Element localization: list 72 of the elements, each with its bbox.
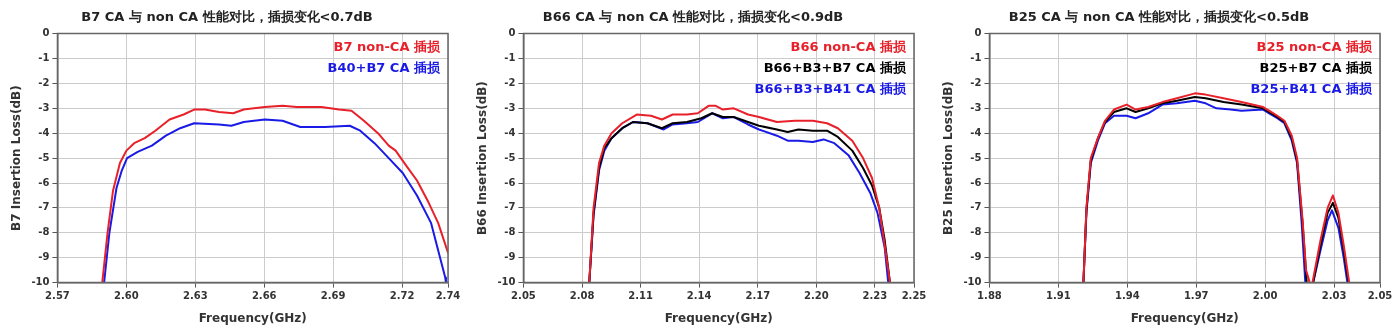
y-tick-label: -2 — [504, 76, 516, 88]
y-tick-label: -9 — [504, 251, 516, 263]
x-tick-label: 2.23 — [862, 290, 888, 302]
y-axis-title: B25 Insertion Loss(dB) — [941, 81, 956, 236]
x-axis-title: Frequency(GHz) — [664, 310, 773, 325]
y-tick-label: -8 — [38, 226, 50, 238]
y-axis-title: B7 Insertion Loss(dB) — [9, 85, 24, 231]
x-tick-label: 2.72 — [389, 290, 415, 302]
text: B25 non-CA 插损 — [1256, 38, 1373, 54]
y-tick-label: -7 — [504, 201, 516, 213]
chart-title: B66 CA 与 non CA 性能对比，插损变化<0.9dB — [542, 9, 844, 25]
y-tick-label: -3 — [504, 101, 516, 113]
y-tick-label: -6 — [38, 176, 50, 188]
x-tick-label: 2.00 — [1252, 290, 1278, 302]
x-axis-title: Frequency(GHz) — [1130, 310, 1239, 325]
y-tick-label: -9 — [38, 251, 50, 263]
y-tick-label: -6 — [504, 176, 516, 188]
text: B7 non-CA 插损 — [333, 38, 441, 54]
y-axis-title: B66 Insertion Loss(dB) — [475, 81, 490, 236]
x-tick-label: 1.88 — [977, 290, 1002, 302]
x-tick-label: 2.25 — [901, 290, 927, 302]
text: B66+B3+B41 CA 插损 — [754, 80, 907, 96]
y-tick-label: -2 — [38, 76, 50, 88]
x-tick-label: 2.20 — [804, 290, 829, 302]
x-tick-label: 2.57 — [45, 290, 70, 302]
y-tick-label: -3 — [38, 101, 50, 113]
y-tick-label: -10 — [31, 276, 50, 288]
x-tick-label: 2.03 — [1321, 290, 1347, 302]
x-tick-label: 2.11 — [628, 290, 653, 302]
x-tick-label: 2.17 — [745, 290, 771, 302]
y-tick-label: -8 — [970, 226, 982, 238]
x-tick-label: 2.66 — [251, 290, 277, 302]
y-tick-label: -4 — [38, 126, 50, 138]
text: B66 non-CA 插损 — [790, 38, 907, 54]
x-tick-label: 1.97 — [1183, 290, 1209, 302]
y-tick-label: -3 — [970, 101, 982, 113]
x-tick-label: 1.91 — [1046, 290, 1071, 302]
chart-title: B7 CA 与 non CA 性能对比，插损变化<0.7dB — [81, 9, 373, 25]
text: B66+B3+B7 CA 插损 — [763, 59, 907, 75]
y-tick-label: -7 — [38, 201, 50, 213]
x-tick-label: 2.14 — [686, 290, 712, 302]
y-tick-label: -5 — [504, 151, 516, 163]
y-tick-label: 0 — [974, 27, 982, 39]
x-tick-label: 2.63 — [182, 290, 208, 302]
y-tick-label: -4 — [970, 126, 982, 138]
y-tick-label: -1 — [38, 52, 50, 64]
x-tick-label: 2.05 — [511, 290, 536, 302]
chart-title: B25 CA 与 non CA 性能对比，插损变化<0.5dB — [1008, 9, 1310, 25]
text: B25+B7 CA 插损 — [1259, 59, 1373, 75]
y-tick-label: -9 — [970, 251, 982, 263]
x-tick-label: 2.69 — [320, 290, 346, 302]
y-tick-label: -1 — [504, 52, 516, 64]
y-tick-label: -10 — [963, 276, 982, 288]
x-tick-label: 1.94 — [1114, 290, 1140, 302]
y-tick-label: 0 — [42, 27, 50, 39]
series-label: B25+B41 CA 插损 — [1250, 80, 1373, 96]
x-tick-label: 2.74 — [435, 290, 461, 302]
text: B40+B7 CA 插损 — [327, 59, 441, 75]
y-tick-label: -1 — [970, 52, 982, 64]
x-tick-label: 2.08 — [569, 290, 595, 302]
y-tick-label: -10 — [497, 276, 516, 288]
x-axis-title: Frequency(GHz) — [198, 310, 307, 325]
x-tick-label: 2.05 — [1367, 290, 1393, 302]
y-tick-label: -2 — [970, 76, 982, 88]
y-tick-label: -5 — [38, 151, 50, 163]
x-tick-label: 2.60 — [114, 290, 139, 302]
y-tick-label: -4 — [504, 126, 516, 138]
y-tick-label: -5 — [970, 151, 982, 163]
y-tick-label: -7 — [970, 201, 982, 213]
y-tick-label: -8 — [504, 226, 516, 238]
y-tick-label: -6 — [970, 176, 982, 188]
y-tick-label: 0 — [508, 27, 516, 39]
